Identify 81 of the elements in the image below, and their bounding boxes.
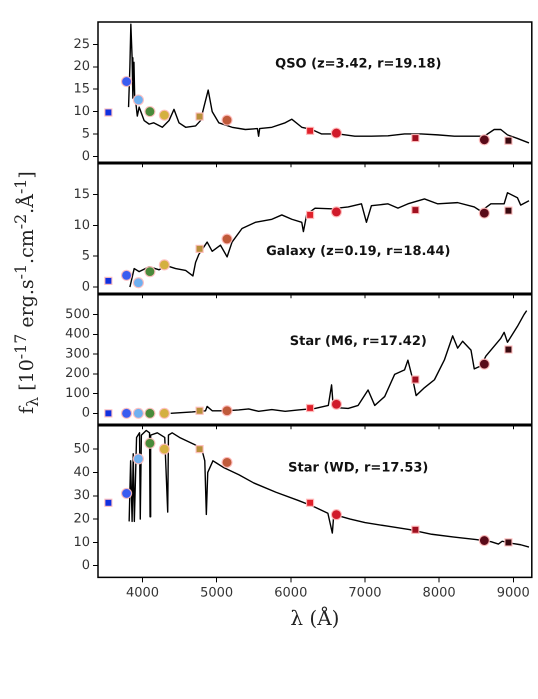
annotation: Star (WD, r=17.53) — [288, 460, 428, 476]
point — [132, 453, 144, 465]
point — [104, 108, 113, 117]
point — [144, 438, 156, 449]
y-tick-label: 30 — [73, 488, 90, 504]
point — [478, 134, 490, 146]
point — [221, 456, 233, 468]
x-axis-title: λ (Å) — [290, 606, 340, 630]
point — [120, 408, 132, 419]
y-tick-label: 300 — [65, 346, 90, 362]
y-tick-label: 40 — [73, 464, 90, 480]
annotation: Star (M6, r=17.42) — [290, 334, 427, 349]
y-tick-label: 15 — [73, 82, 90, 97]
x-tick-label: 4000 — [126, 586, 160, 601]
point — [144, 106, 156, 118]
point — [478, 534, 490, 546]
point — [221, 233, 233, 245]
y-tick-label: 0 — [82, 148, 90, 164]
point — [411, 134, 420, 142]
y-tick-label: 15 — [73, 186, 90, 202]
point — [306, 498, 314, 507]
y-tick-label: 20 — [73, 59, 90, 74]
y-tick-label: 0 — [82, 406, 90, 421]
point — [104, 409, 113, 418]
point — [120, 76, 132, 88]
point — [330, 509, 342, 520]
point — [132, 94, 144, 106]
annotation: QSO (z=3.42, r=19.18) — [275, 56, 442, 72]
y-tick-label: 200 — [65, 366, 90, 382]
x-tick-label: 8000 — [422, 586, 456, 601]
point — [144, 266, 156, 278]
y-tick-label: 10 — [73, 104, 90, 119]
point — [411, 375, 420, 384]
point — [504, 136, 513, 145]
point — [221, 405, 233, 416]
point — [158, 110, 170, 121]
point — [120, 270, 132, 281]
point — [330, 127, 342, 139]
point — [306, 404, 314, 412]
y-tick-label: 100 — [65, 386, 90, 401]
point — [158, 408, 170, 419]
y-tick-label: 50 — [73, 442, 90, 456]
x-tick-label: 6000 — [274, 586, 308, 601]
point — [195, 444, 204, 454]
point — [132, 408, 144, 419]
point — [195, 112, 204, 121]
point — [504, 538, 513, 547]
point — [478, 207, 490, 219]
y-tick-label: 400 — [65, 326, 90, 342]
y-tick-label: 5 — [82, 126, 90, 142]
y-tick-label: 0 — [82, 279, 90, 294]
point — [104, 276, 113, 286]
point — [104, 498, 113, 507]
point — [411, 526, 420, 534]
point — [306, 210, 314, 220]
point — [195, 406, 204, 415]
point — [132, 277, 144, 288]
y-tick-label: 25 — [73, 36, 90, 52]
point — [144, 408, 156, 419]
point — [221, 114, 233, 126]
point — [504, 345, 513, 354]
y-tick-label: 20 — [73, 511, 90, 526]
point — [158, 444, 170, 455]
annotation: Galaxy (z=0.19, r=18.44) — [266, 244, 450, 260]
point — [478, 358, 490, 370]
y-tick-label: 10 — [73, 534, 90, 550]
x-tick-label: 9000 — [496, 586, 530, 601]
y-tick-label: 500 — [65, 306, 90, 322]
point — [195, 244, 204, 253]
point — [330, 206, 342, 218]
x-tick-label: 5000 — [200, 586, 234, 601]
point — [306, 126, 314, 135]
point — [158, 259, 170, 270]
y-tick-label: 5 — [82, 248, 90, 264]
point — [330, 398, 342, 410]
point — [411, 206, 420, 214]
y-tick-label: 0 — [82, 558, 90, 574]
x-tick-label: 7000 — [348, 586, 382, 601]
y-tick-label: 10 — [73, 218, 90, 233]
point — [120, 488, 132, 500]
point — [504, 206, 513, 215]
